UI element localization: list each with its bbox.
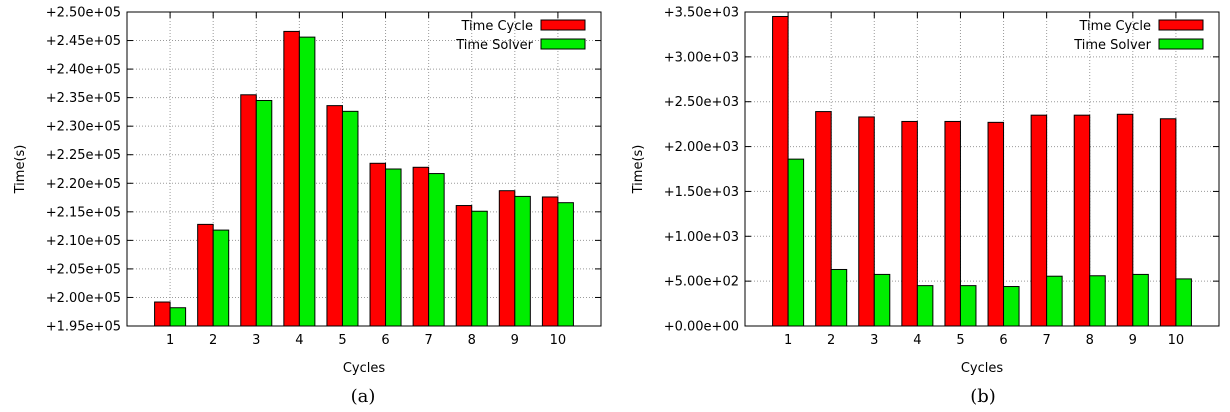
x-tick-label: 9 (1129, 333, 1137, 348)
bar-time-solver (1089, 275, 1106, 327)
x-tick-label: 7 (1042, 333, 1050, 348)
bar-time-cycle (283, 30, 300, 327)
bar-time-solver (959, 285, 977, 327)
bar-time-cycle (1159, 118, 1177, 327)
x-tick-label: 1 (784, 333, 792, 348)
y-tick-label: +2.25e+05 (46, 148, 121, 163)
bar-time-cycle (154, 301, 171, 327)
plot-frame (744, 11, 1220, 327)
bar-time-solver (298, 36, 316, 327)
y-axis-title: Time(s) (13, 145, 28, 195)
bar-time-cycle (987, 121, 1005, 327)
bar-time-solver (428, 173, 445, 327)
y-tick-label: +2.10e+05 (46, 234, 121, 249)
y-tick-label: +2.15e+05 (46, 205, 121, 220)
y-tick-label: +0.00e+00 (664, 320, 739, 335)
x-tick-label: 2 (827, 333, 835, 348)
legend-swatch (540, 38, 586, 50)
figure-caption: (b) (970, 386, 996, 407)
plot-frame (126, 11, 602, 327)
x-tick-label: 7 (424, 333, 432, 348)
x-tick-label: 3 (870, 333, 878, 348)
bar-time-solver (557, 202, 574, 327)
x-tick-label: 2 (209, 333, 217, 348)
y-tick-label: +1.50e+03 (664, 185, 739, 200)
x-tick-label: 9 (511, 333, 519, 348)
x-axis-title: Cycles (961, 361, 1004, 376)
x-tick-label: 4 (295, 333, 303, 348)
bar-time-solver (1003, 286, 1020, 327)
bar-time-cycle (541, 196, 559, 327)
bar-time-solver (385, 168, 402, 327)
x-tick-label: 6 (381, 333, 389, 348)
bar-time-cycle (1030, 114, 1048, 327)
x-tick-label: 10 (550, 333, 567, 348)
y-tick-label: +2.50e+05 (46, 6, 121, 21)
y-tick-label: +1.95e+05 (46, 320, 121, 335)
bar-time-solver (1046, 275, 1063, 327)
bar-time-cycle (944, 120, 961, 327)
y-tick-label: +2.20e+05 (46, 177, 121, 192)
x-tick-label: 4 (913, 333, 921, 348)
chart-a: +1.95e+05 +2.00e+05 +2.05e+05 +2.10e+05 +2.1… (13, 6, 602, 407)
bar-time-cycle (326, 105, 343, 327)
x-tick-label: 8 (1086, 333, 1094, 348)
bar-time-solver (255, 99, 273, 327)
legend-label: Time Solver (1073, 38, 1151, 53)
bar-time-cycle (412, 166, 430, 327)
legend-swatch (1158, 19, 1204, 31)
y-tick-label: +1.00e+03 (664, 230, 739, 245)
y-tick-label: +2.30e+05 (46, 120, 121, 135)
bar-time-solver (873, 273, 891, 327)
y-tick-label: +2.00e+03 (664, 140, 739, 155)
bar-time-solver (341, 110, 359, 327)
bar-time-solver (1175, 278, 1192, 327)
bar-time-solver (830, 268, 848, 327)
legend-label: Time Cycle (1079, 19, 1151, 34)
x-tick-label: 6 (999, 333, 1007, 348)
bar-time-cycle (815, 111, 832, 327)
x-tick-label: 5 (338, 333, 346, 348)
legend-label: Time Cycle (461, 19, 533, 34)
y-axis-title: Time(s) (631, 145, 646, 195)
x-tick-label: 8 (468, 333, 476, 348)
bar-time-solver (787, 158, 805, 327)
bar-time-solver (212, 229, 230, 327)
chart-b: +0.00e+00 +5.00e+02 +1.00e+03 +1.50e+03 +2.0… (631, 6, 1220, 407)
bar-time-cycle (498, 190, 516, 327)
figure-caption: (a) (351, 386, 376, 407)
x-tick-label: 1 (166, 333, 174, 348)
y-tick-label: +5.00e+02 (664, 275, 739, 290)
y-tick-label: +2.50e+03 (664, 95, 739, 110)
x-tick-label: 10 (1168, 333, 1185, 348)
y-tick-label: +2.45e+05 (46, 34, 121, 49)
y-tick-label: +2.00e+05 (46, 291, 121, 306)
bar-time-cycle (1116, 113, 1134, 327)
bar-time-cycle (901, 120, 918, 327)
bar-time-solver (916, 285, 934, 327)
bar-time-cycle (455, 205, 473, 327)
bar-time-cycle (1073, 114, 1091, 327)
y-tick-label: +3.00e+03 (664, 50, 739, 65)
bar-time-cycle (369, 162, 387, 327)
x-axis-title: Cycles (343, 361, 386, 376)
bar-time-solver (471, 210, 488, 327)
legend-swatch (540, 19, 586, 31)
y-tick-label: +2.40e+05 (46, 63, 121, 78)
bar-time-cycle (197, 223, 214, 327)
bar-time-cycle (240, 94, 257, 327)
y-tick-label: +2.35e+05 (46, 91, 121, 106)
bar-time-cycle (772, 15, 789, 327)
bar-time-cycle (858, 116, 875, 327)
bar-time-solver (514, 195, 531, 327)
bar-time-solver (169, 307, 187, 327)
legend-label: Time Solver (455, 38, 533, 53)
y-tick-label: +2.05e+05 (46, 262, 121, 277)
x-tick-label: 5 (956, 333, 964, 348)
bar-time-solver (1132, 273, 1149, 327)
x-tick-label: 3 (252, 333, 260, 348)
y-tick-label: +3.50e+03 (664, 6, 739, 21)
legend-swatch (1158, 38, 1204, 50)
